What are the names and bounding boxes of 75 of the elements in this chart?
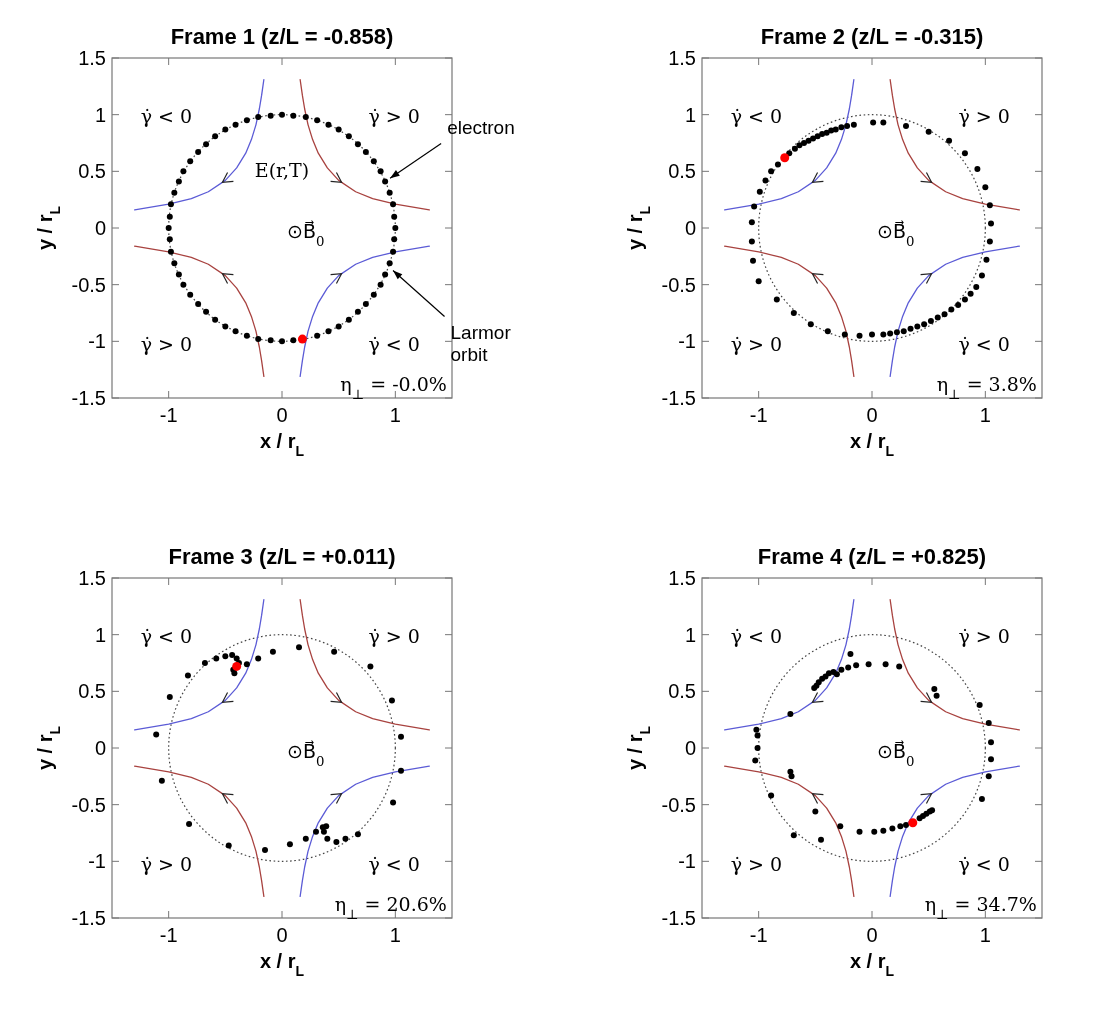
x-axis-title: x / r$_{L}$ [849, 950, 895, 979]
y-tick-label: 0 [94, 217, 106, 239]
annotation: ⊙B⃗$_{0}$ [287, 739, 325, 769]
annotation: γ̇ > 0 [958, 104, 1010, 127]
annotation: γ̇ > 0 [140, 852, 193, 875]
x-tick-label: 0 [276, 404, 288, 426]
y-tick-label: 0 [94, 737, 106, 759]
y-tick-label: -1.5 [71, 907, 106, 929]
y-tick-label: -1 [678, 330, 696, 353]
annotation: Larmor orbit [450, 321, 512, 365]
x-tick-label: 1 [979, 924, 991, 946]
chart-title: Frame 1 (z/L = -0.858) [170, 24, 394, 49]
annotation: γ̇ < 0 [730, 104, 783, 127]
x-tick-label: -1 [159, 404, 178, 426]
annotation: η$_{⊥}$ = 34.7% [924, 893, 1037, 922]
annotation: γ̇ < 0 [140, 104, 193, 127]
y-tick-label: 0.5 [78, 680, 106, 703]
annotation: γ̇ < 0 [368, 852, 420, 875]
annotation: ⊙B⃗$_{0}$ [287, 219, 325, 249]
x-tick-label: -1 [749, 924, 768, 946]
y-tick-label: 0.5 [668, 680, 696, 703]
annotation: γ̇ < 0 [368, 332, 420, 355]
y-tick-label: -1 [678, 850, 696, 873]
annotation: electron [447, 116, 515, 138]
y-tick-label: 1 [684, 103, 696, 126]
chart-title: Frame 3 (z/L = +0.011) [168, 544, 396, 569]
x-tick-label: 0 [866, 924, 878, 946]
x-tick-label: 0 [866, 404, 878, 426]
annotation: η$_{⊥}$ = -0.0% [340, 373, 447, 402]
chart-title: Frame 2 (z/L = -0.315) [760, 24, 984, 49]
y-tick-label: 1 [94, 623, 106, 646]
x-tick-label: 1 [979, 404, 991, 426]
x-tick-label: -1 [749, 404, 768, 426]
y-tick-label: 1.5 [78, 567, 106, 589]
annotation: γ̇ < 0 [958, 332, 1010, 355]
annotation: η$_{⊥}$ = 3.8% [936, 373, 1037, 402]
y-tick-label: -0.5 [661, 793, 696, 816]
annotation: γ̇ > 0 [140, 332, 193, 355]
y-tick-label: -0.5 [661, 273, 696, 296]
y-tick-label: -1.5 [661, 387, 696, 409]
y-tick-label: 0.5 [668, 160, 696, 183]
y-tick-label: 1 [94, 103, 106, 126]
y-tick-label: 1.5 [668, 567, 696, 589]
annotation: γ̇ > 0 [730, 852, 783, 875]
annotation: γ̇ > 0 [958, 624, 1010, 647]
annotation: γ̇ > 0 [368, 104, 420, 127]
annotation: γ̇ > 0 [730, 332, 783, 355]
y-tick-label: -1 [88, 850, 106, 873]
y-tick-label: 0.5 [78, 160, 106, 183]
x-axis-title: x / r$_{L}$ [259, 950, 305, 979]
y-tick-label: 1.5 [668, 47, 696, 69]
x-tick-label: 1 [389, 404, 401, 426]
y-tick-label: -0.5 [71, 273, 106, 296]
x-axis-title: x / r$_{L}$ [849, 430, 895, 459]
x-tick-label: 0 [276, 924, 288, 946]
y-tick-label: 0 [684, 217, 696, 239]
x-tick-label: 1 [389, 924, 401, 946]
annotation: ⊙B⃗$_{0}$ [877, 219, 915, 249]
annotation: γ̇ > 0 [368, 624, 420, 647]
y-tick-label: -0.5 [71, 793, 106, 816]
y-tick-label: 0 [684, 737, 696, 759]
annotation: η$_{⊥}$ = 20.6% [334, 893, 447, 922]
annotation: ⊙B⃗$_{0}$ [877, 739, 915, 769]
x-tick-label: -1 [159, 924, 178, 946]
y-tick-label: -1.5 [71, 387, 106, 409]
chart-title: Frame 4 (z/L = +0.825) [757, 544, 987, 569]
annotation: γ̇ < 0 [958, 852, 1010, 875]
y-tick-label: -1.5 [661, 907, 696, 929]
annotation: γ̇ < 0 [730, 624, 783, 647]
y-tick-label: -1 [88, 330, 106, 353]
y-tick-label: 1.5 [78, 47, 106, 69]
x-axis-title: x / r$_{L}$ [259, 430, 305, 459]
annotation: γ̇ < 0 [140, 624, 193, 647]
y-tick-label: 1 [684, 623, 696, 646]
annotation: E(r,T) [254, 159, 310, 182]
